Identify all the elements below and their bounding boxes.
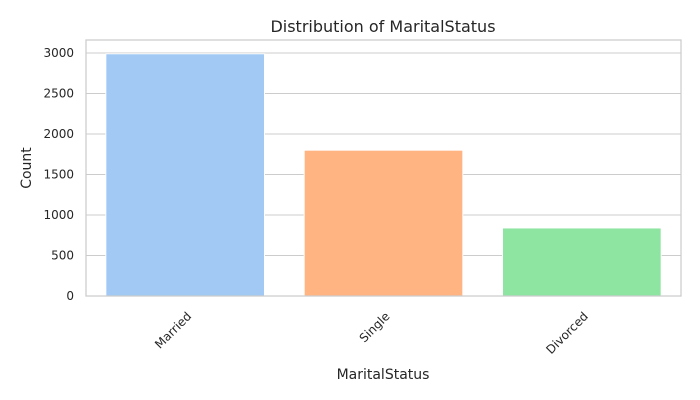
bar-divorced bbox=[502, 227, 662, 297]
y-tick-label: 0 bbox=[66, 289, 74, 303]
y-tick-label: 2500 bbox=[43, 86, 74, 100]
plot-frame bbox=[85, 39, 682, 297]
x-tick-label: Single bbox=[357, 309, 393, 345]
y-tick-label: 1000 bbox=[43, 208, 74, 222]
y-axis-title: Count bbox=[19, 147, 35, 189]
x-axis-ticks: Married Single Divorced bbox=[152, 309, 591, 357]
bar-single bbox=[303, 149, 464, 297]
y-axis-ticks: 0 500 1000 1500 2000 2500 3000 bbox=[43, 46, 74, 303]
x-tick-label: Divorced bbox=[543, 309, 591, 357]
y-tick-label: 2000 bbox=[43, 127, 74, 141]
chart-title: Distribution of MaritalStatus bbox=[270, 17, 495, 36]
bar-married bbox=[105, 53, 266, 297]
bars bbox=[105, 53, 662, 297]
x-axis-title: MaritalStatus bbox=[337, 367, 430, 383]
y-tick-label: 1500 bbox=[43, 167, 74, 181]
y-tick-label: 3000 bbox=[43, 46, 74, 60]
y-tick-label: 500 bbox=[51, 248, 74, 262]
x-tick-label: Married bbox=[152, 309, 194, 351]
